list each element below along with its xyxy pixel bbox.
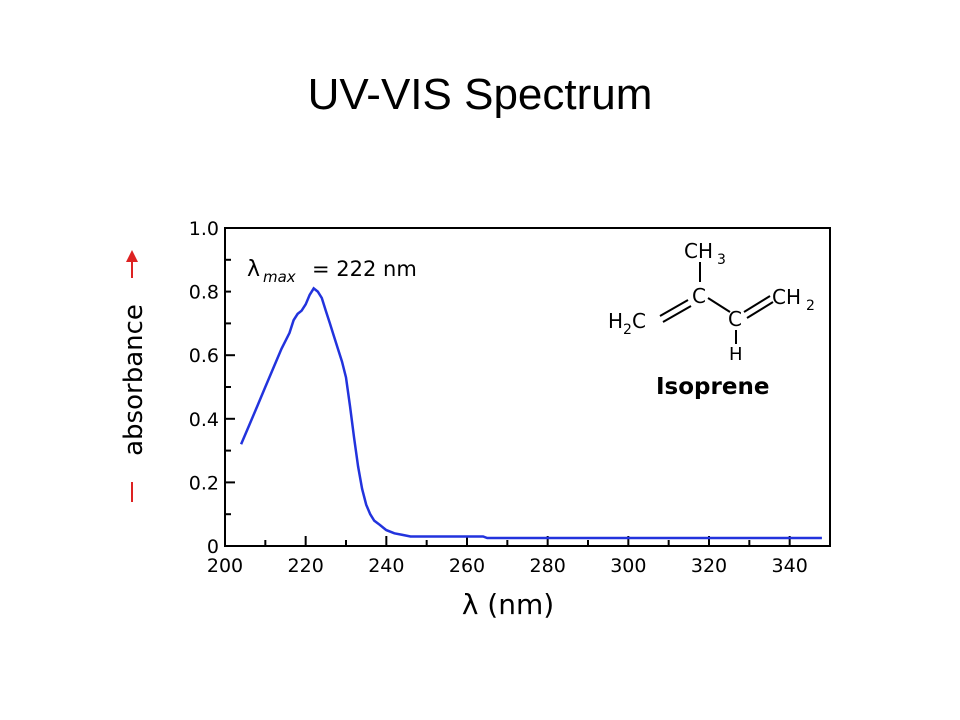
x-tick-label: 340: [772, 555, 808, 577]
c-mid-label: C: [728, 307, 742, 331]
c-top-label: C: [692, 284, 706, 308]
lambda-subscript: max: [263, 268, 296, 286]
y-tick-label: 1.0: [189, 218, 219, 240]
double-bond-left-a: [659, 299, 689, 317]
h2c-c-label: C: [632, 309, 646, 333]
lambda-value: = 222 nm: [312, 257, 417, 281]
double-bond-right-b: [746, 301, 774, 319]
h-bottom-label: H: [729, 344, 743, 365]
h2c-h-label: H: [608, 309, 623, 333]
ch3-subscript: 3: [717, 252, 726, 268]
x-tick-label: 280: [530, 555, 566, 577]
ticks-group: 0 0.2 0.4 0.6 0.8 1.0 200 220 240 260 280 300 320 340: [189, 218, 831, 577]
lambda-max-annotation: λ max = 222 nm: [247, 257, 417, 286]
compound-name: Isoprene: [656, 374, 769, 400]
y-tick-label: 0.6: [189, 345, 219, 367]
ch2-subscript: 2: [806, 298, 815, 314]
y-tick-label: 0.4: [189, 409, 219, 431]
y-tick-label: 0.8: [189, 282, 219, 304]
x-tick-label: 300: [610, 555, 646, 577]
absorbance-curve: [239, 286, 822, 540]
double-bond-left-b: [662, 305, 692, 323]
y-tick-label: 0.2: [189, 472, 219, 494]
x-tick-label: 220: [288, 555, 324, 577]
h2c-subscript: 2: [623, 322, 632, 338]
ch2-label: CH: [772, 285, 801, 309]
ch3-label: CH: [684, 239, 713, 263]
x-tick-label: 320: [691, 555, 727, 577]
double-bond-right-a: [743, 295, 771, 313]
x-axis-title: λ (nm): [462, 588, 554, 621]
y-tick-label: 0: [207, 536, 219, 558]
lambda-symbol: λ: [247, 257, 260, 282]
slide-title: UV-VIS Spectrum: [307, 70, 653, 119]
x-tick-label: 240: [368, 555, 404, 577]
y-axis-title-group: absorbance: [119, 304, 149, 456]
isoprene-structure: CH 3 C H 2 C C CH 2 H Isoprene: [608, 239, 815, 400]
bond-c-c: [707, 297, 731, 313]
x-tick-label: 260: [449, 555, 485, 577]
y-axis-arrow-head-icon: [126, 250, 138, 262]
x-tick-label: 200: [207, 555, 243, 577]
y-axis-title: absorbance: [119, 304, 149, 456]
